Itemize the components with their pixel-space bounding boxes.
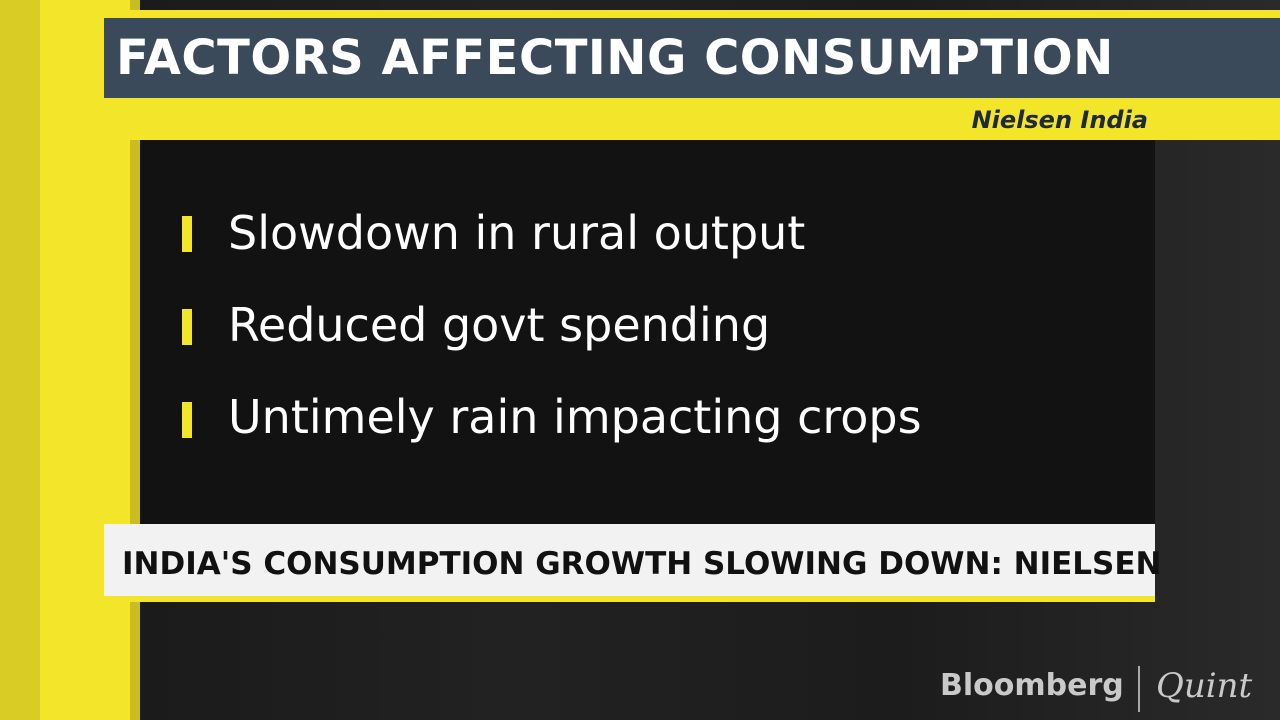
logo-partner: Quint	[1156, 666, 1253, 706]
accent-line	[100, 10, 1280, 18]
logo-divider	[1138, 666, 1140, 712]
bullet: Untimely rain impacting crops	[228, 390, 922, 444]
title-bar	[104, 18, 1280, 98]
bullet: Reduced govt spending	[228, 298, 771, 352]
title: FACTORS AFFECTING CONSUMPTION	[116, 30, 1114, 86]
side-band	[130, 0, 140, 720]
logo-brand: Bloomberg	[940, 668, 1124, 703]
bullet-marker	[182, 402, 192, 438]
bullet: Slowdown in rural output	[228, 206, 806, 260]
content-panel	[140, 140, 1155, 525]
ticker: INDIA'S CONSUMPTION GROWTH SLOWING DOWN:…	[122, 546, 1162, 582]
side-band	[0, 0, 40, 720]
source-bar	[104, 98, 1280, 140]
bullet-marker	[182, 309, 192, 345]
source: Nielsen India	[971, 106, 1148, 134]
bullet-marker	[182, 216, 192, 252]
ticker-bar	[104, 524, 1155, 602]
